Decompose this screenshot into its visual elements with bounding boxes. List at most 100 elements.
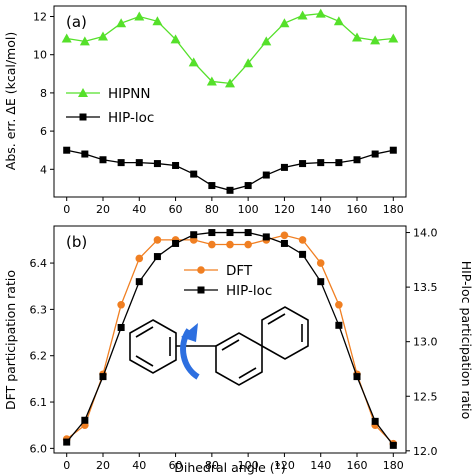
y-tick-label: 6.4 (30, 257, 48, 270)
panel-b-label: (b) (66, 233, 87, 251)
naphthalene-ring-right (261, 306, 309, 360)
data-point-b-hip-loc (117, 323, 125, 331)
data-point-a-hip-loc (63, 146, 71, 154)
data-point-a-hipnn (206, 76, 217, 86)
legend-label-dft: DFT (226, 263, 253, 279)
data-point-a-hip-loc (208, 182, 216, 190)
x-tick-label: 140 (310, 459, 331, 472)
data-point-b-hip-loc (317, 278, 325, 286)
data-point-b-hip-loc (280, 239, 288, 247)
y-tick-label: 6.1 (30, 396, 48, 409)
data-point-b-hip-loc (135, 278, 143, 286)
y-tick-label: 4 (40, 163, 47, 176)
panel-a-ticks: 0 20 40 60 80 100 120 140 160 180 4 6 8 10 12 (33, 11, 404, 216)
data-point-b-hip-loc (262, 233, 270, 241)
data-point-a-hip-loc (335, 159, 343, 167)
rotation-arrow-head-icon (181, 323, 198, 342)
legend-marker-hip-loc-b (197, 286, 205, 294)
naph-inner-bond-3 (267, 313, 286, 325)
panel-b-ticks: 0 20 40 60 80 100 120 140 160 180 6.0 6.1 6.2 6.3 6.4 1… (30, 227, 438, 472)
x-tick-label: 160 (347, 459, 368, 472)
data-point-b-dft (244, 240, 252, 249)
phenyl-naphthalene-structure-icon (129, 306, 309, 386)
data-point-a-hipnn (279, 18, 290, 28)
data-point-a-hipnn (297, 10, 308, 20)
data-point-a-hipnn (188, 57, 199, 67)
data-point-b-dft (208, 240, 216, 249)
data-point-a-hipnn (79, 36, 90, 46)
data-point-a-hipnn (134, 11, 145, 21)
data-point-a-hipnn (388, 33, 399, 43)
data-point-b-dft (117, 300, 125, 309)
x-tick-label: 120 (274, 459, 295, 472)
data-point-a-hip-loc (371, 150, 379, 158)
y2-tick-label: 12.5 (413, 390, 438, 403)
x-tick-label: 120 (274, 203, 295, 216)
data-point-a-hip-loc (81, 150, 89, 158)
x-tick-label: 0 (63, 203, 70, 216)
y-tick-label: 6.2 (30, 350, 48, 363)
data-point-b-hip-loc (299, 250, 307, 258)
data-point-a-hipnn (152, 16, 163, 26)
data-point-a-hip-loc (244, 182, 252, 190)
data-point-a-hip-loc (299, 160, 307, 168)
data-point-a-hipnn (225, 78, 235, 88)
data-point-a-hipnn (261, 36, 272, 46)
data-point-a-hipnn (243, 58, 254, 68)
data-point-b-hip-loc (208, 229, 216, 237)
x-tick-label: 80 (205, 203, 219, 216)
panel-b-frame (53, 225, 407, 454)
panel-b-y2label: HIP-loc participation ratio (459, 261, 474, 420)
data-point-b-dft (226, 240, 234, 249)
x-tick-label: 40 (132, 459, 146, 472)
phenyl-inner-bond-1 (135, 326, 154, 338)
x-tick-label: 60 (169, 459, 183, 472)
data-point-b-hip-loc (353, 373, 361, 381)
panel-b-ylabel: DFT participation ratio (3, 270, 18, 410)
legend-marker-hipnn (78, 88, 88, 97)
data-point-a-hip-loc (135, 159, 143, 167)
data-point-b-hip-loc (153, 253, 161, 261)
legend-marker-dft (197, 266, 205, 274)
naphthalene-ring-left (215, 332, 263, 386)
x-tick-label: 20 (96, 459, 110, 472)
panel-b-series (62, 229, 398, 449)
data-point-a-hip-loc (117, 159, 125, 167)
data-point-a-hipnn (315, 8, 326, 18)
x-tick-label: 100 (238, 203, 259, 216)
data-point-b-dft (153, 236, 162, 244)
naph-inner-bond-2 (238, 367, 257, 379)
data-point-b-hip-loc (226, 229, 234, 237)
data-point-b-hip-loc (99, 373, 107, 381)
data-point-b-hip-loc (63, 438, 71, 446)
data-point-b-dft (316, 259, 325, 267)
legend-label-hip-loc-b: HIP-loc (226, 283, 272, 299)
data-point-a-hip-loc (190, 170, 198, 178)
panel-b-legend: DFT HIP-loc (184, 263, 272, 299)
data-point-b-dft (335, 300, 343, 309)
legend-label-hipnn: HIPNN (108, 86, 150, 102)
series-line-a-hipnn (66, 12, 394, 85)
x-tick-label: 100 (238, 459, 259, 472)
x-tick-label: 80 (205, 459, 219, 472)
data-point-a-hip-loc (262, 171, 270, 179)
x-tick-label: 180 (383, 203, 404, 216)
data-point-b-hip-loc (371, 417, 379, 425)
data-point-a-hip-loc (280, 163, 288, 171)
panel-a-series (61, 8, 399, 194)
x-tick-label: 40 (132, 203, 146, 216)
panel-a-frame (53, 5, 407, 198)
panel-a-label: (a) (66, 13, 87, 31)
data-point-a-hipnn (97, 31, 108, 41)
series-line-a-hip-loc (66, 149, 394, 191)
data-point-a-hipnn (61, 33, 72, 43)
data-point-b-hip-loc (172, 239, 180, 247)
data-point-a-hipnn (352, 32, 363, 42)
phenyl-inner-bond-2 (135, 355, 154, 367)
y2-tick-label: 12.0 (413, 445, 438, 458)
data-point-a-hipnn (170, 34, 181, 44)
data-point-a-hipnn (116, 18, 127, 28)
data-point-a-hip-loc (353, 156, 361, 164)
y-tick-label: 10 (33, 49, 47, 62)
